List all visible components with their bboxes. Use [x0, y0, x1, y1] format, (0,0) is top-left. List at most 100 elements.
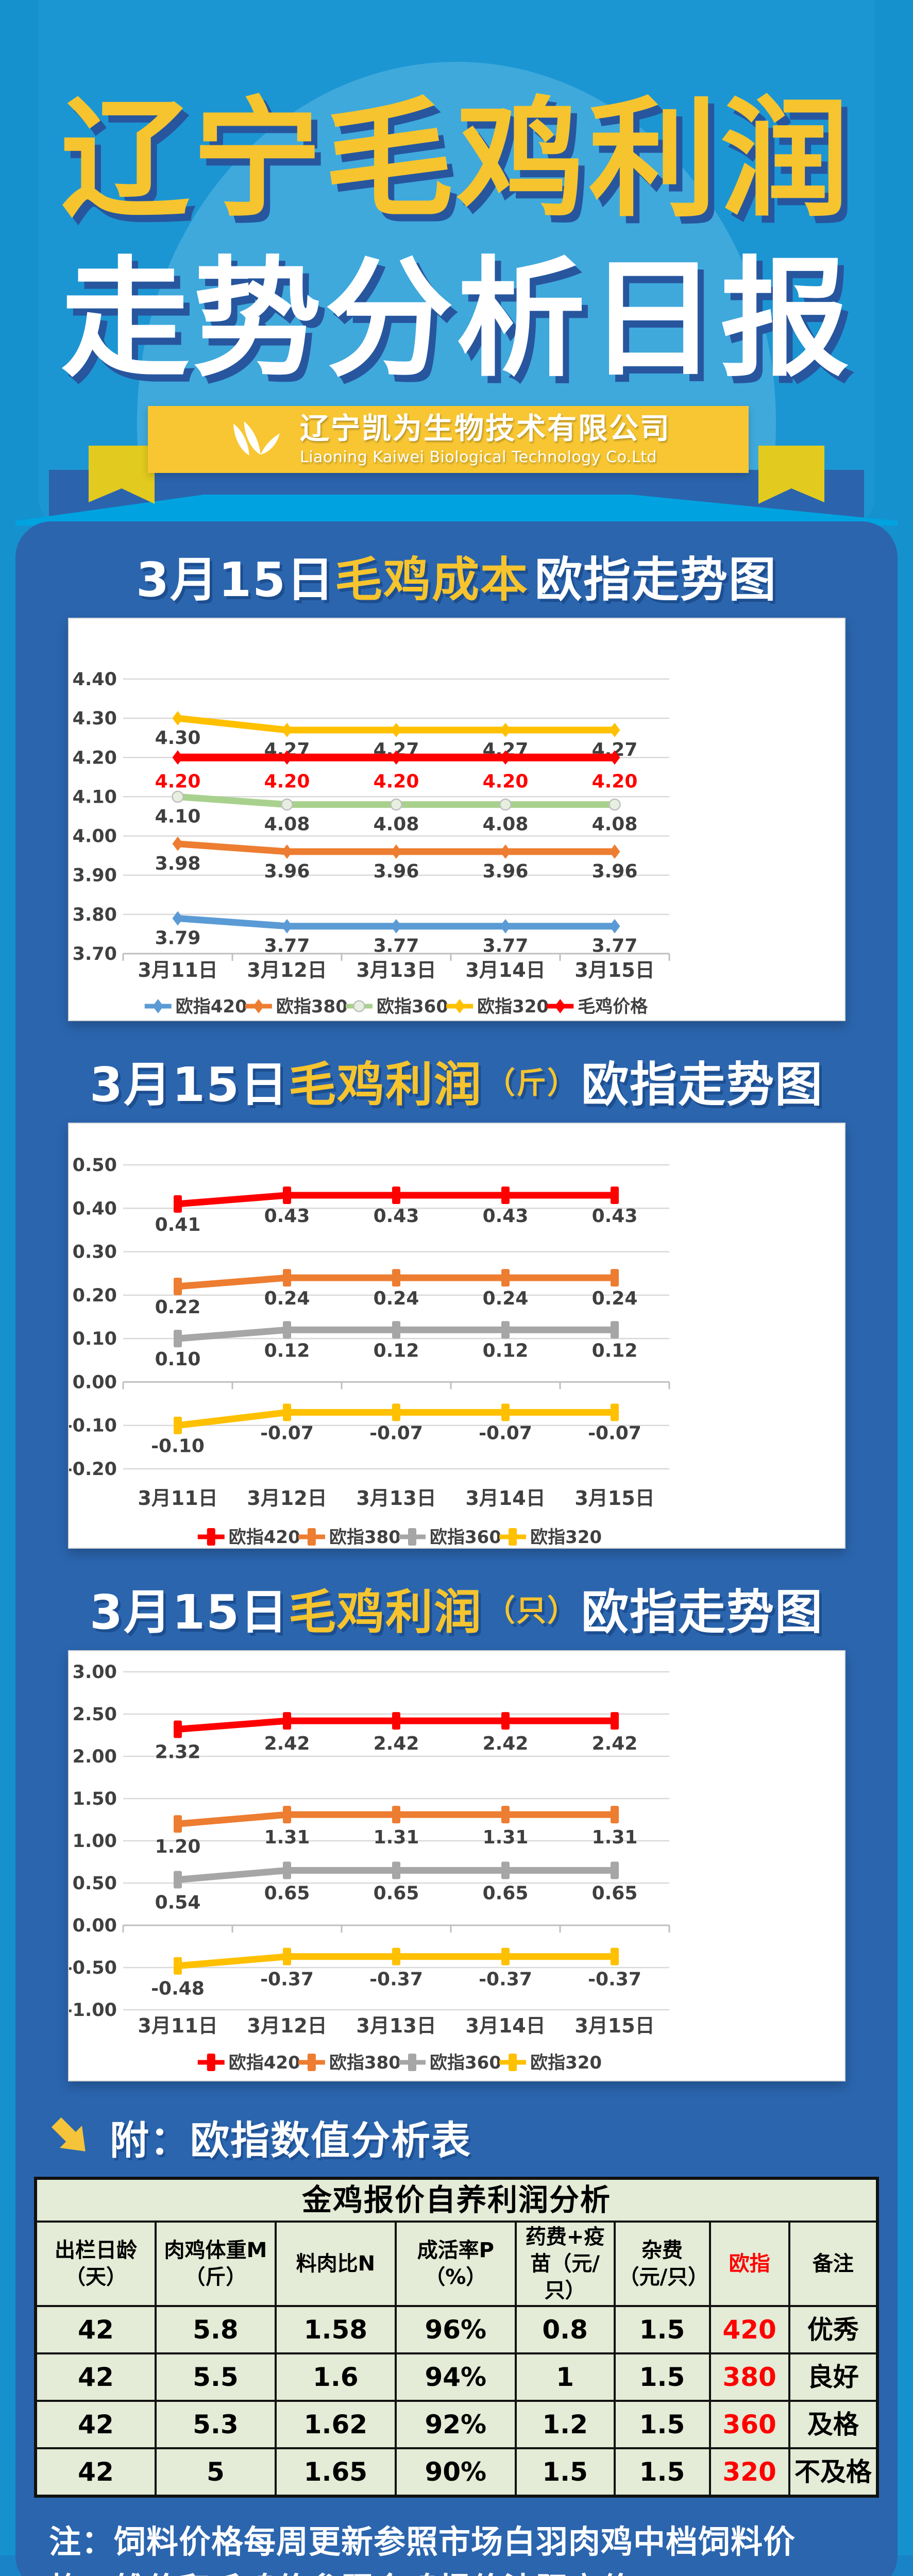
- analysis-heading: 附：欧指数值分析表: [46, 2110, 898, 2164]
- svg-text:2.42: 2.42: [482, 1733, 528, 1754]
- svg-text:3月13日: 3月13日: [356, 2014, 436, 2037]
- svg-text:-1.00: -1.00: [69, 2000, 117, 2021]
- table-cell: 1.2: [514, 2400, 616, 2450]
- poster-title-line2: 走势分析日报: [61, 244, 852, 394]
- svg-text:3月12日: 3月12日: [247, 2014, 327, 2037]
- table-cell: 360: [708, 2400, 790, 2450]
- svg-text:-0.07: -0.07: [588, 1422, 641, 1444]
- note-text: 注：饲料价格每周更新参照市场白羽肉鸡中档饲料价格，雏价和毛鸡价参照金鸡报价沈阳高…: [49, 2523, 796, 2576]
- svg-text:0.24: 0.24: [373, 1288, 419, 1309]
- svg-text:4.20: 4.20: [72, 748, 116, 768]
- table-cell: 320: [708, 2447, 790, 2498]
- table-header-cell: 成活率P（%）: [394, 2221, 517, 2308]
- table-header-row: 出栏日龄（天） 肉鸡体重M（斤） 料肉比N 成活率P（%） 药费+疫苗（元/只） 杂费（元…: [35, 2221, 879, 2308]
- svg-text:欧指380: 欧指380: [329, 2053, 400, 2073]
- table-cell: 1.5: [613, 2352, 711, 2402]
- series-欧指420: 3.79 3.77 3.77 3.77 3.77: [155, 911, 637, 957]
- svg-text:0.50: 0.50: [72, 1155, 116, 1176]
- svg-text:4.20: 4.20: [264, 771, 310, 792]
- svg-text:3.96: 3.96: [264, 861, 310, 882]
- svg-text:欧指420: 欧指420: [228, 2053, 300, 2073]
- svg-text:3.00: 3.00: [72, 1662, 116, 1683]
- svg-text:1.31: 1.31: [482, 1827, 528, 1848]
- table-row: 42 5 1.65 90% 1.5 1.5 320 不及格: [35, 2447, 879, 2498]
- chart-title-suffix: 欧指走势图: [535, 552, 777, 607]
- svg-text:3月14日: 3月14日: [465, 2014, 545, 2037]
- arrow-icon: [51, 2117, 86, 2151]
- ribbon-tail-left: [89, 446, 155, 504]
- svg-text:3月11日: 3月11日: [138, 2014, 217, 2037]
- chart-title-prefix: 3月15日: [89, 1057, 289, 1112]
- table-cell: 42: [35, 2352, 157, 2402]
- series-欧指420: 0.41 0.43 0.43 0.43 0.43: [155, 1187, 637, 1235]
- table-row: 42 5.8 1.58 96% 0.8 1.5 420 优秀: [35, 2305, 879, 2355]
- chart-title-suffix: 欧指走势图: [581, 1584, 824, 1640]
- table-cell: 420: [708, 2305, 790, 2355]
- svg-text:3.96: 3.96: [591, 861, 637, 882]
- chart-title-highlight: 毛鸡利润: [289, 1057, 483, 1112]
- svg-text:0.10: 0.10: [72, 1329, 116, 1349]
- table-header-cell: 肉鸡体重M（斤）: [154, 2221, 277, 2308]
- svg-text:3.79: 3.79: [155, 927, 200, 948]
- svg-text:0.12: 0.12: [373, 1340, 419, 1361]
- svg-text:欧指320: 欧指320: [530, 2053, 602, 2073]
- svg-text:3月15日: 3月15日: [574, 959, 654, 981]
- table-header-cell: 杂费（元/只）: [613, 2221, 711, 2308]
- table-cell: 1.6: [274, 2352, 397, 2402]
- svg-text:3月13日: 3月13日: [356, 959, 436, 981]
- svg-text:-0.10: -0.10: [69, 1416, 117, 1436]
- svg-text:4.20: 4.20: [591, 771, 637, 792]
- table-cell: 90%: [394, 2447, 517, 2498]
- svg-text:4.40: 4.40: [72, 669, 116, 690]
- table-cell: 42: [35, 2447, 157, 2498]
- series-欧指420: 2.32 2.42 2.42 2.42 2.42: [155, 1712, 637, 1763]
- table-cell: 380: [708, 2352, 790, 2402]
- svg-text:0.43: 0.43: [373, 1206, 419, 1227]
- svg-text:-0.50: -0.50: [69, 1958, 117, 1978]
- svg-text:1.00: 1.00: [72, 1831, 116, 1852]
- table-cell: 5.5: [154, 2352, 277, 2402]
- ribbon-decoration: [15, 446, 898, 526]
- svg-text:3月11日: 3月11日: [138, 1487, 217, 1510]
- chart-title-unit: （只）: [485, 1593, 579, 1628]
- chart-title-highlight: 毛鸡利润: [289, 1584, 483, 1640]
- svg-text:3月14日: 3月14日: [465, 959, 545, 981]
- svg-text:-0.37: -0.37: [369, 1969, 423, 1990]
- svg-text:0.00: 0.00: [72, 1372, 116, 1393]
- svg-text:4.20: 4.20: [155, 771, 200, 792]
- table-row: 42 5.3 1.62 92% 1.2 1.5 360 及格: [35, 2400, 879, 2450]
- svg-text:4.08: 4.08: [591, 814, 637, 835]
- chart-card-cost: 4.40 4.30 4.20 4.10 4.00 3.90 3.80 3.70 3月11日 3月1…: [67, 618, 846, 1021]
- svg-text:3月13日: 3月13日: [356, 1487, 436, 1510]
- svg-text:0.54: 0.54: [155, 1892, 200, 1913]
- company-name-en: Liaoning Kaiwei Biological Technology Co…: [300, 448, 657, 466]
- svg-text:欧指360: 欧指360: [430, 2053, 501, 2073]
- series-欧指320: -0.48 -0.37 -0.37 -0.37 -0.37: [151, 1947, 641, 1999]
- svg-text:3.77: 3.77: [591, 936, 637, 957]
- company-name-cn: 辽宁凯为生物技术有限公司: [300, 412, 671, 446]
- svg-text:欧指360: 欧指360: [430, 1527, 501, 1548]
- table-title: 金鸡报价自养利润分析: [35, 2177, 878, 2223]
- svg-text:4.08: 4.08: [264, 814, 310, 835]
- table-title-row: 金鸡报价自养利润分析: [35, 2177, 878, 2223]
- svg-text:3.70: 3.70: [72, 944, 116, 964]
- table-cell: 42: [35, 2400, 157, 2450]
- profit-per-jin-line-chart: 0.50 0.40 0.30 0.20 0.10 0.00 -0.10 -0.20 3月11日 3…: [69, 1155, 670, 1548]
- svg-text:0.65: 0.65: [591, 1883, 637, 1904]
- svg-text:-0.07: -0.07: [369, 1422, 423, 1444]
- svg-text:毛鸡价格: 毛鸡价格: [578, 996, 648, 1017]
- svg-text:1.31: 1.31: [373, 1827, 419, 1848]
- svg-text:0.22: 0.22: [155, 1297, 200, 1318]
- company-logo-icon: [233, 421, 280, 455]
- svg-text:4.30: 4.30: [72, 708, 116, 729]
- cost-line-chart: 4.40 4.30 4.20 4.10 4.00 3.90 3.80 3.70 3月11日 3月1…: [72, 669, 670, 1017]
- svg-text:欧指380: 欧指380: [329, 1527, 400, 1548]
- analysis-table: 金鸡报价自养利润分析 出栏日龄（天） 肉鸡体重M（斤） 料肉比N 成活率P（%） 药费+…: [34, 2177, 879, 2498]
- svg-text:-0.37: -0.37: [588, 1969, 641, 1990]
- svg-text:3.98: 3.98: [155, 853, 200, 874]
- table-cell: 0.8: [514, 2305, 616, 2355]
- table-cell: 1.58: [274, 2305, 397, 2355]
- svg-text:0.24: 0.24: [264, 1288, 310, 1309]
- table-cell: 1.5: [514, 2447, 616, 2498]
- table-cell: 1.5: [613, 2305, 711, 2355]
